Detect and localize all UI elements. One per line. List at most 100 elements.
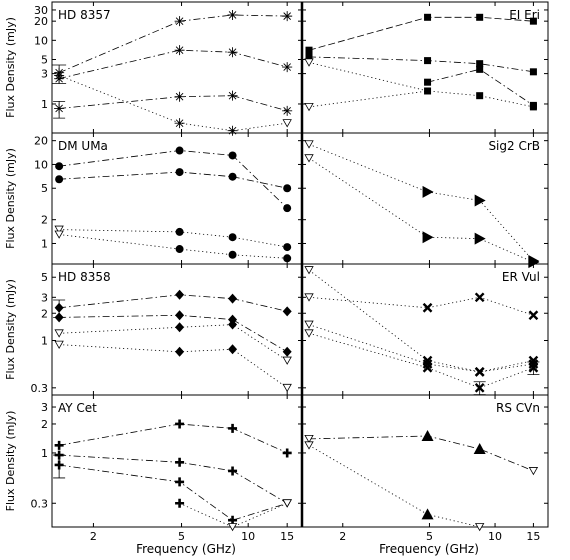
marker-0-1-1: [174, 45, 185, 56]
panel-4: HD 8358 0.3 1 2 3 5 Flux Density (mJy): [4, 263, 303, 396]
marker-2-3-0: [54, 230, 64, 239]
marker-2-1-3: [283, 184, 292, 193]
y-tick-label-4-2: 2: [41, 307, 48, 320]
marker-5-2-0: [304, 320, 314, 329]
marker-1-1-2: [476, 60, 484, 68]
panel-title-5: ER Vul: [502, 270, 540, 284]
y-tick-label-0-4: 20: [34, 15, 48, 28]
marker-4-3-3: [282, 383, 292, 393]
marker-5-3-1: [422, 362, 433, 373]
series-line-5-2: [308, 324, 534, 373]
marker-4-2-0: [54, 329, 64, 338]
series-line-5-0: [308, 269, 534, 373]
marker-0-1-2: [227, 47, 238, 58]
panel-2: DM UMa 1 2 5 10 20 Flux Density (mJy): [4, 132, 303, 265]
marker-2-3-2: [228, 250, 237, 259]
marker-6-3-3: [282, 499, 292, 508]
series-line-1-4: [308, 90, 428, 108]
marker-0-2-0: [54, 103, 65, 114]
marker-4-1-0: [54, 312, 64, 323]
panel-6: AY Cet 2 5 10 15 0.3 1 2 3 Flux Density (mJy): [4, 394, 303, 543]
panel-5: ER Vul: [301, 263, 549, 396]
marker-7-0-2: [473, 442, 486, 454]
marker-3-0-2: [474, 194, 486, 207]
y-tick-label-0-0: 1: [41, 98, 48, 111]
marker-1-4-0: [304, 102, 314, 112]
marker-1-3-1: [424, 87, 432, 95]
marker-0-3-3: [282, 119, 292, 128]
y-tick-label-4-1: 1: [41, 335, 48, 348]
marker-3-0-0: [304, 140, 314, 149]
marker-1-3-3: [529, 103, 537, 111]
marker-1-1-1: [424, 57, 432, 65]
marker-4-2-1: [175, 322, 185, 333]
marker-2-2-2: [228, 233, 237, 242]
series-line-0-0: [58, 14, 288, 74]
marker-2-3-3: [283, 254, 292, 263]
x-axis-label-right: Frequency (GHz): [379, 542, 479, 556]
marker-2-0-1: [175, 146, 184, 155]
marker-1-1-3: [529, 68, 537, 76]
y-tick-label-6-0: 0.3: [31, 497, 49, 510]
series-line-5-3: [308, 332, 534, 389]
marker-1-3-2: [476, 92, 484, 100]
series-line-4-2: [59, 324, 288, 361]
marker-4-1-3: [282, 346, 292, 357]
marker-2-0-0: [55, 162, 64, 171]
x-axis-label-left: Frequency (GHz): [136, 542, 236, 556]
marker-7-0-0: [304, 434, 314, 444]
marker-7-1-2: [474, 523, 485, 532]
marker-3-1-1: [422, 231, 434, 244]
y-tick-label-6-1: 1: [41, 447, 48, 460]
marker-5-3-3: [528, 362, 539, 373]
marker-0-2-3: [282, 105, 293, 116]
panel-3: Sig2 CrB: [301, 132, 549, 269]
x-tick-label-7-1: 5: [426, 530, 433, 543]
marker-4-2-2: [228, 319, 238, 330]
marker-5-2-2: [474, 367, 485, 377]
marker-5-0-1: [422, 355, 433, 366]
y-axis-label-4: Flux Density (mJy): [4, 279, 17, 380]
y-tick-label-4-0: 0.3: [31, 382, 49, 395]
marker-2-1-1: [175, 168, 184, 177]
marker-1-0-3: [529, 17, 537, 25]
y-tick-label-4-3: 3: [41, 291, 48, 304]
series-line-0-1: [59, 49, 288, 79]
series-line-3-0: [308, 143, 534, 262]
marker-3-1-3: [528, 256, 540, 269]
x-tick-label-7-2: 10: [488, 530, 502, 543]
x-tick-label-6-2: 10: [241, 530, 255, 543]
marker-6-1-1: [175, 457, 185, 467]
marker-1-2-1: [424, 78, 432, 86]
y-tick-label-2-3: 10: [34, 158, 48, 171]
marker-4-0-2: [228, 293, 238, 304]
series-line-4-3: [59, 344, 288, 389]
marker-6-2-0: [54, 460, 64, 470]
y-tick-label-4-4: 5: [41, 271, 48, 284]
marker-6-0-3: [282, 448, 292, 458]
marker-1-2-2: [476, 65, 484, 73]
marker-4-3-2: [228, 344, 238, 355]
marker-5-3-2: [474, 382, 485, 393]
marker-5-2-3: [528, 355, 539, 366]
series-line-4-0: [59, 294, 288, 312]
marker-2-0-3: [283, 204, 292, 213]
marker-4-0-3: [282, 306, 292, 317]
x-tick-label-7-0: 2: [339, 530, 346, 543]
series-line-4-1: [59, 314, 288, 353]
series-line-7-1: [308, 444, 480, 528]
series-line-2-2: [59, 229, 288, 248]
marker-1-0-0: [305, 46, 313, 54]
marker-7-0-3: [528, 467, 539, 476]
marker-3-1-2: [474, 232, 486, 245]
marker-1-0-2: [476, 13, 484, 21]
marker-5-1-0: [304, 293, 314, 302]
panel-title-2: DM UMa: [58, 139, 108, 153]
marker-0-3-1: [174, 118, 185, 129]
marker-6-1-2: [228, 466, 238, 476]
x-tick-label-7-3: 15: [526, 530, 540, 543]
panel-title-0: HD 8357: [58, 8, 111, 22]
marker-2-2-1: [175, 227, 184, 236]
marker-0-0-3: [282, 11, 293, 22]
